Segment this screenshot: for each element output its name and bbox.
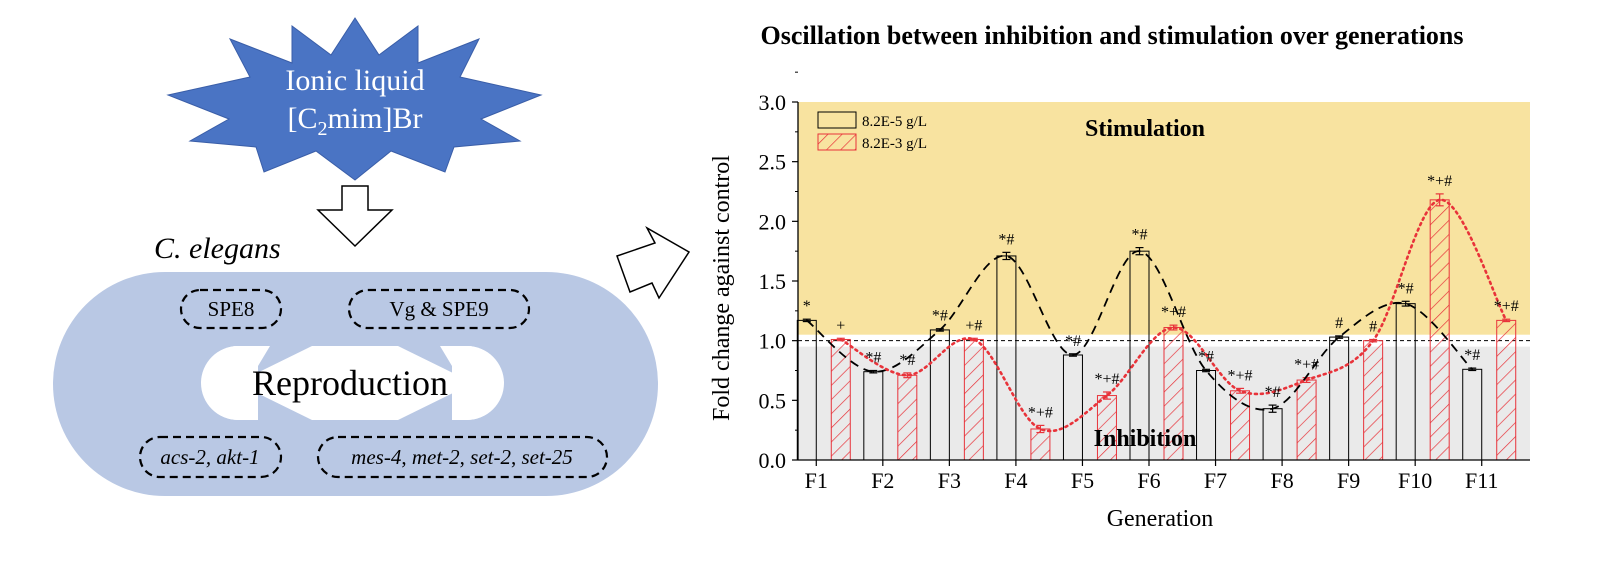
- y-tick-label: 1.0: [759, 329, 787, 354]
- bar-low-F7: [1196, 370, 1217, 461]
- bar-low-F8: [1262, 408, 1283, 461]
- significance-label-high-F7: *+#: [1228, 367, 1253, 384]
- x-tick-label: F6: [1137, 468, 1160, 493]
- x-axis-label: Generation: [1107, 506, 1214, 532]
- bar-high-F3: [963, 338, 984, 461]
- x-tick-label: F8: [1270, 468, 1293, 493]
- significance-label-low-F6: *#: [1132, 227, 1148, 244]
- x-tick-label: F2: [871, 468, 894, 493]
- x-tick-label: F1: [805, 468, 828, 493]
- reproduction-label: Reproduction: [252, 363, 448, 403]
- zone-stimulation-label: Stimulation: [1085, 116, 1205, 142]
- chart: * + *# *# *# +# *# *+# *# *+# *# *+# *# *+# *# *+# # # *# *…: [759, 71, 1530, 493]
- significance-label-low-F10: *#: [1398, 280, 1414, 297]
- legend-label-high: 8.2E-3 g/L: [862, 136, 927, 152]
- legend-label-low: 8.2E-5 g/L: [862, 114, 927, 130]
- box-genes-left-label: acs-2, akt-1: [160, 445, 259, 469]
- zone-inhibition-label: Inhibition: [1094, 426, 1197, 452]
- bar-high-F2: [897, 374, 918, 461]
- ionic-liquid-line1: Ionic liquid: [285, 64, 424, 97]
- x-tick-label: F10: [1398, 468, 1432, 493]
- significance-label-low-F3: *#: [932, 308, 948, 325]
- y-tick-label: 2.0: [759, 209, 787, 234]
- box-spe8: [179, 288, 283, 330]
- box-spe8-label: SPE8: [208, 297, 255, 321]
- significance-label-low-F4: *#: [998, 231, 1014, 248]
- bar-high-F10: [1429, 199, 1450, 461]
- significance-label-low-F5: *#: [1065, 333, 1081, 350]
- box-vg-spe9: [347, 288, 531, 330]
- bar-low-F5: [1062, 354, 1083, 461]
- box-genes-right-label: mes-4, met-2, set-2, set-25: [351, 445, 573, 469]
- x-tick-label: F11: [1465, 468, 1498, 493]
- x-tick-label: F9: [1337, 468, 1360, 493]
- significance-label-high-F10: *+#: [1427, 173, 1452, 190]
- bar-high-F9: [1363, 340, 1384, 461]
- box-vg-spe9-label: Vg & SPE9: [389, 297, 488, 321]
- x-tick-label: F4: [1004, 468, 1027, 493]
- down-arrow-icon: [316, 185, 394, 248]
- starburst-shape: [166, 17, 543, 181]
- bar-low-F3: [929, 329, 950, 461]
- trend-line-low: [806, 250, 1473, 411]
- y-tick-label: 3.0: [759, 90, 787, 115]
- right-arrow-icon: [616, 226, 691, 300]
- significance-label-high-F8: *+#: [1294, 357, 1319, 374]
- bar-high-F4: [1030, 428, 1051, 461]
- trend-line-high: [839, 198, 1508, 433]
- y-tick-label: 0.5: [759, 388, 787, 413]
- bar-high-F11: [1496, 319, 1517, 461]
- legend-swatch-low: [817, 111, 857, 129]
- y-tick-label: 2.5: [759, 150, 787, 175]
- significance-label-high-F5: *+#: [1094, 371, 1119, 388]
- bar-low-F10: [1395, 303, 1416, 461]
- x-tick-label: F7: [1204, 468, 1227, 493]
- ionic-liquid-formula: [C2mim]Br: [288, 102, 423, 140]
- significance-label-low-F8: *#: [1265, 384, 1281, 401]
- legend-swatch-high: [817, 133, 857, 151]
- significance-label-high-F9: #: [1369, 318, 1377, 335]
- y-axis-label: Fold change against control: [709, 155, 735, 421]
- significance-label-low-F9: #: [1335, 315, 1343, 332]
- box-genes-right: [316, 435, 609, 479]
- significance-label-low-F7: *#: [1198, 348, 1214, 365]
- significance-label-low-F1: *: [803, 298, 811, 315]
- bar-high-F7: [1230, 390, 1251, 461]
- significance-label-high-F3: +#: [965, 317, 982, 334]
- bar-low-F9: [1329, 336, 1350, 461]
- box-genes-left: [138, 435, 283, 479]
- stimulation-zone: [798, 102, 1530, 335]
- significance-label-low-F2: *#: [865, 350, 881, 367]
- significance-label-high-F4: *+#: [1028, 404, 1053, 421]
- bar-high-F1: [830, 338, 851, 461]
- significance-label-low-F11: *#: [1464, 347, 1480, 364]
- chart-title: Oscillation between inhibition and stimu…: [760, 21, 1463, 50]
- significance-label-high-F6: *+#: [1161, 304, 1186, 321]
- bar-low-F4: [996, 255, 1017, 461]
- y-tick-label: 0.0: [759, 448, 787, 473]
- significance-label-high-F1: +: [836, 317, 845, 334]
- y-tick-label: 1.5: [759, 269, 787, 294]
- significance-label-high-F11: *+#: [1494, 298, 1519, 315]
- x-tick-label: F3: [938, 468, 961, 493]
- x-tick-label: F5: [1071, 468, 1094, 493]
- bar-high-F8: [1296, 379, 1317, 461]
- significance-label-high-F2: *#: [899, 352, 915, 369]
- organism-label: C. elegans: [154, 232, 281, 265]
- bar-low-F11: [1462, 368, 1483, 461]
- left-diagram: Ionic liquid [C2mim]Br C. elegans SPE8 V…: [53, 17, 658, 496]
- bar-low-F1: [796, 319, 817, 461]
- bar-low-F2: [863, 371, 884, 461]
